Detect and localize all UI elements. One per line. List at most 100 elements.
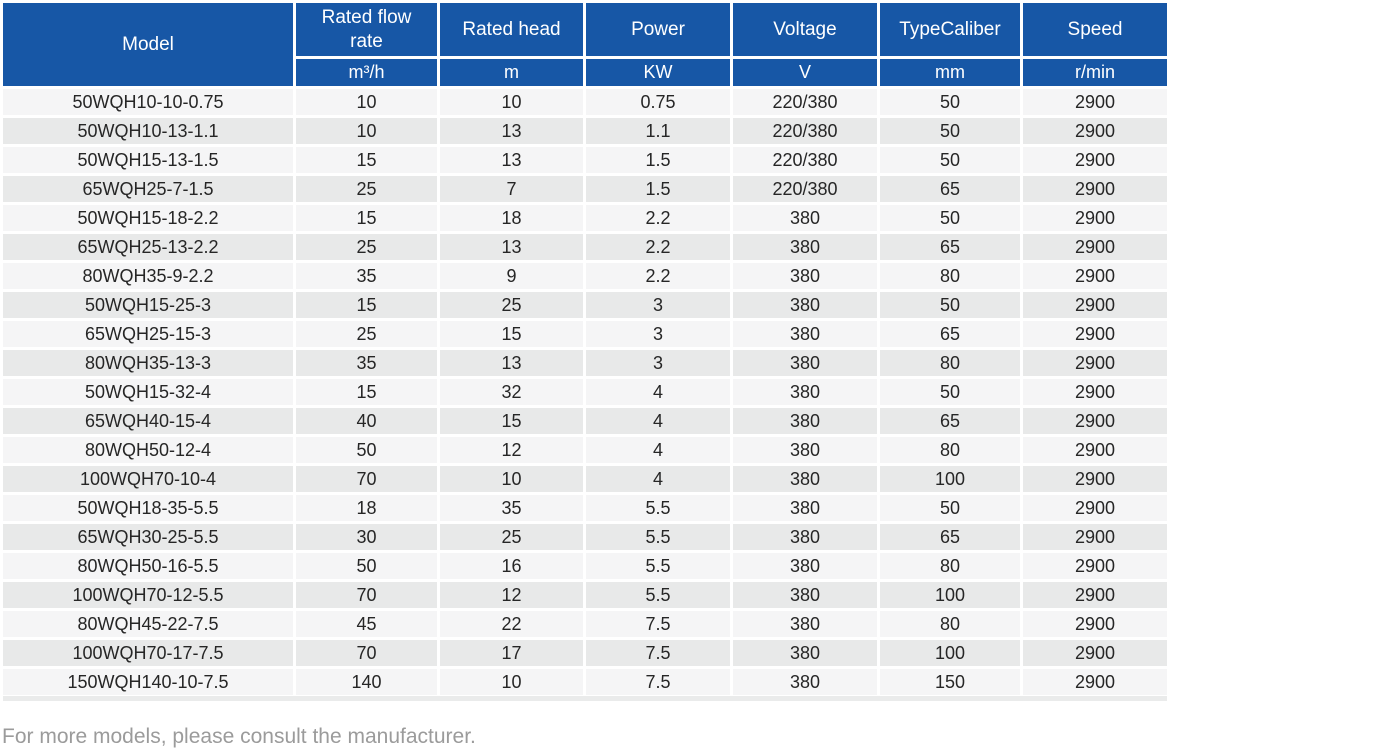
cell-caliber: 100 — [880, 466, 1020, 492]
cell-flow_rate: 15 — [296, 379, 437, 405]
cell-speed: 2900 — [1023, 553, 1167, 579]
cell-speed: 2900 — [1023, 640, 1167, 666]
cell-voltage: 380 — [733, 582, 877, 608]
cell-head: 10 — [440, 669, 583, 695]
cell-power: 3 — [586, 350, 730, 376]
cell-caliber: 65 — [880, 408, 1020, 434]
table-row: 80WQH50-16-5.5 50 16 5.5 380 80 2900 — [3, 553, 1167, 579]
cell-head: 35 — [440, 495, 583, 521]
unit-cell-head: m — [440, 59, 583, 86]
cell-speed: 2900 — [1023, 524, 1167, 550]
cell-flow_rate: 45 — [296, 611, 437, 637]
table-row: 150WQH140-10-7.5 140 10 7.5 380 150 2900 — [3, 669, 1167, 695]
header-cell-flow-rate: Rated flow rate — [296, 3, 437, 56]
cell-caliber: 65 — [880, 524, 1020, 550]
cell-flow_rate: 30 — [296, 524, 437, 550]
unit-cell-flow-rate: m³/h — [296, 59, 437, 86]
table-row: 65WQH25-7-1.5 25 7 1.5 220/380 65 2900 — [3, 176, 1167, 202]
cell-power: 4 — [586, 379, 730, 405]
cell-head: 16 — [440, 553, 583, 579]
cell-model: 80WQH45-22-7.5 — [3, 611, 293, 637]
cell-speed: 2900 — [1023, 321, 1167, 347]
cell-flow_rate: 70 — [296, 466, 437, 492]
table-row: 65WQH25-15-3 25 15 3 380 65 2900 — [3, 321, 1167, 347]
table-row: 100WQH70-17-7.5 70 17 7.5 380 100 2900 — [3, 640, 1167, 666]
cell-flow_rate: 140 — [296, 669, 437, 695]
cell-power: 2.2 — [586, 234, 730, 260]
cell-flow_rate: 50 — [296, 553, 437, 579]
cell-caliber: 50 — [880, 147, 1020, 173]
cell-speed: 2900 — [1023, 263, 1167, 289]
cell-flow_rate: 70 — [296, 582, 437, 608]
unit-cell-speed: r/min — [1023, 59, 1167, 86]
cell-voltage: 380 — [733, 669, 877, 695]
cell-power: 1.5 — [586, 147, 730, 173]
cell-power: 3 — [586, 292, 730, 318]
cell-voltage: 220/380 — [733, 89, 877, 115]
cell-power: 2.2 — [586, 263, 730, 289]
cell-head: 9 — [440, 263, 583, 289]
cell-caliber: 50 — [880, 495, 1020, 521]
cell-flow_rate: 10 — [296, 118, 437, 144]
cell-model: 65WQH25-7-1.5 — [3, 176, 293, 202]
cell-model: 65WQH25-13-2.2 — [3, 234, 293, 260]
table-row: 80WQH35-13-3 35 13 3 380 80 2900 — [3, 350, 1167, 376]
cell-speed: 2900 — [1023, 234, 1167, 260]
table-row: 50WQH10-13-1.1 10 13 1.1 220/380 50 2900 — [3, 118, 1167, 144]
header-cell-speed: Speed — [1023, 3, 1167, 56]
cell-caliber: 80 — [880, 263, 1020, 289]
cell-voltage: 380 — [733, 263, 877, 289]
unit-cell-caliber: mm — [880, 59, 1020, 86]
header-cell-model: Model — [3, 3, 293, 86]
table-row: 80WQH50-12-4 50 12 4 380 80 2900 — [3, 437, 1167, 463]
cell-head: 18 — [440, 205, 583, 231]
cell-power: 4 — [586, 408, 730, 434]
cell-speed: 2900 — [1023, 669, 1167, 695]
cell-voltage: 380 — [733, 321, 877, 347]
cell-flow_rate: 15 — [296, 292, 437, 318]
table-row: 80WQH45-22-7.5 45 22 7.5 380 80 2900 — [3, 611, 1167, 637]
cell-flow_rate: 15 — [296, 147, 437, 173]
cell-voltage: 220/380 — [733, 118, 877, 144]
cell-flow_rate: 35 — [296, 263, 437, 289]
cell-voltage: 380 — [733, 350, 877, 376]
cell-power: 5.5 — [586, 495, 730, 521]
cell-model: 100WQH70-12-5.5 — [3, 582, 293, 608]
header-cell-voltage: Voltage — [733, 3, 877, 56]
cell-head: 13 — [440, 147, 583, 173]
cell-model: 65WQH40-15-4 — [3, 408, 293, 434]
cell-caliber: 50 — [880, 379, 1020, 405]
cell-model: 50WQH10-13-1.1 — [3, 118, 293, 144]
table-row: 65WQH30-25-5.5 30 25 5.5 380 65 2900 — [3, 524, 1167, 550]
cell-head: 12 — [440, 582, 583, 608]
cell-voltage: 380 — [733, 437, 877, 463]
cell-flow_rate: 18 — [296, 495, 437, 521]
cell-speed: 2900 — [1023, 205, 1167, 231]
cell-power: 4 — [586, 466, 730, 492]
unit-cell-voltage: V — [733, 59, 877, 86]
cell-caliber: 80 — [880, 437, 1020, 463]
cell-model: 50WQH15-25-3 — [3, 292, 293, 318]
cell-model: 50WQH15-18-2.2 — [3, 205, 293, 231]
cell-flow_rate: 10 — [296, 89, 437, 115]
cell-model: 50WQH15-32-4 — [3, 379, 293, 405]
table-bottom-edge — [3, 696, 1167, 701]
cell-voltage: 220/380 — [733, 176, 877, 202]
cell-speed: 2900 — [1023, 495, 1167, 521]
cell-model: 80WQH50-12-4 — [3, 437, 293, 463]
cell-model: 100WQH70-17-7.5 — [3, 640, 293, 666]
cell-flow_rate: 25 — [296, 176, 437, 202]
cell-power: 5.5 — [586, 524, 730, 550]
cell-voltage: 380 — [733, 611, 877, 637]
cell-head: 15 — [440, 321, 583, 347]
cell-voltage: 380 — [733, 379, 877, 405]
cell-head: 22 — [440, 611, 583, 637]
table-row: 100WQH70-12-5.5 70 12 5.5 380 100 2900 — [3, 582, 1167, 608]
cell-model: 150WQH140-10-7.5 — [3, 669, 293, 695]
table-body: 50WQH10-10-0.75 10 10 0.75 220/380 50 2900 50WQ… — [3, 89, 1167, 695]
cell-caliber: 65 — [880, 234, 1020, 260]
cell-speed: 2900 — [1023, 379, 1167, 405]
cell-power: 1.1 — [586, 118, 730, 144]
cell-flow_rate: 40 — [296, 408, 437, 434]
header-cell-head: Rated head — [440, 3, 583, 56]
